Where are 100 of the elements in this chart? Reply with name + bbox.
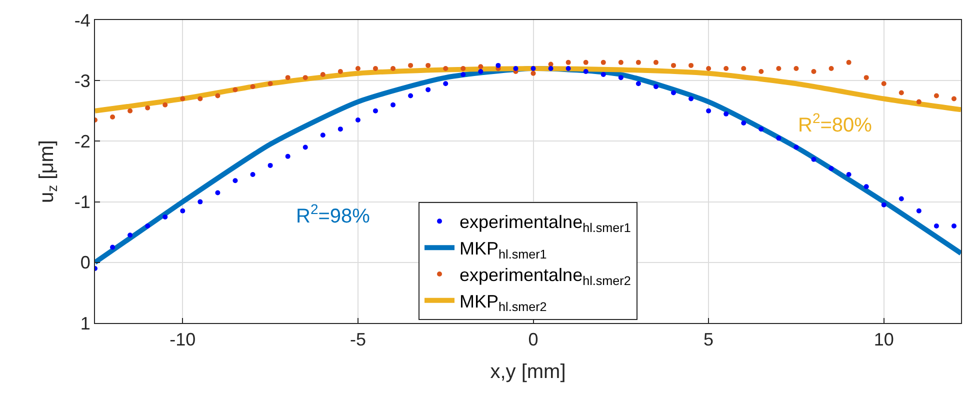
point	[460, 72, 466, 78]
point	[566, 60, 571, 65]
point	[530, 70, 536, 76]
point	[618, 60, 624, 65]
point	[320, 72, 326, 78]
point	[706, 66, 712, 71]
point	[372, 108, 378, 114]
point	[530, 66, 536, 71]
point	[600, 72, 606, 78]
point	[828, 166, 834, 171]
point	[916, 99, 922, 104]
point	[688, 62, 694, 68]
point	[250, 172, 256, 178]
point	[583, 69, 588, 74]
point	[951, 96, 956, 102]
point	[162, 214, 168, 220]
point	[776, 66, 782, 71]
x-tick-label: -5	[350, 330, 366, 350]
point	[145, 224, 150, 229]
point	[741, 66, 746, 71]
point	[215, 190, 220, 196]
legend-label: experimentalne$_{hl.smer2}$	[460, 264, 631, 288]
point	[636, 81, 641, 86]
point	[758, 69, 764, 74]
point	[618, 75, 624, 80]
point	[408, 93, 414, 98]
point	[724, 111, 729, 116]
point	[741, 120, 746, 126]
point	[881, 81, 886, 86]
point	[758, 126, 764, 132]
point	[881, 202, 886, 208]
point	[916, 208, 922, 214]
point	[583, 60, 588, 65]
point	[426, 62, 431, 68]
point	[811, 156, 816, 162]
point	[548, 66, 554, 71]
point	[653, 60, 658, 65]
point	[355, 66, 360, 71]
point	[636, 60, 641, 65]
point	[443, 66, 448, 71]
point	[653, 84, 658, 90]
point	[864, 75, 869, 80]
point	[811, 69, 816, 74]
point	[794, 66, 799, 71]
point	[198, 96, 203, 102]
point	[688, 96, 694, 102]
point	[372, 66, 378, 71]
point	[496, 62, 501, 68]
point	[285, 154, 290, 159]
point	[460, 66, 466, 71]
y-tick-label: -1	[74, 192, 90, 212]
x-tick-label: 10	[874, 330, 894, 350]
x-tick-label: 0	[528, 330, 538, 350]
point	[250, 84, 256, 90]
point	[776, 136, 782, 141]
point	[864, 184, 869, 190]
point	[828, 66, 834, 71]
x-tick-label: -10	[170, 330, 196, 350]
point	[408, 62, 414, 68]
point	[671, 62, 676, 68]
annotation: R$^{2}$=80%	[798, 110, 872, 136]
y-tick-label: -2	[74, 132, 90, 152]
point	[934, 224, 939, 229]
point	[951, 224, 956, 229]
x-axis-title: x,y [mm]	[490, 361, 566, 384]
point	[180, 208, 186, 214]
point	[128, 108, 133, 114]
point	[426, 87, 431, 92]
legend-label: MKP$_{hl.smer1}$	[460, 238, 547, 262]
point	[162, 102, 168, 108]
point	[198, 199, 203, 204]
y-tick-label: -4	[74, 10, 90, 30]
point	[671, 90, 676, 96]
point	[128, 232, 133, 238]
annotation: R$^{2}$=98%	[296, 201, 370, 228]
point	[110, 244, 116, 250]
point	[898, 196, 904, 202]
point	[338, 126, 343, 132]
legend-label: MKP$_{hl.smer2}$	[460, 291, 547, 314]
y-tick-label: 0	[80, 252, 90, 273]
y-tick-label: -3	[74, 70, 90, 91]
point	[443, 81, 448, 86]
point	[478, 69, 484, 74]
point	[285, 75, 290, 80]
point	[934, 93, 939, 98]
point	[215, 93, 220, 98]
point	[232, 178, 238, 184]
point	[390, 66, 396, 71]
point	[355, 117, 360, 122]
point	[846, 60, 852, 65]
point	[898, 90, 904, 96]
point	[268, 81, 273, 86]
y-tick-label: 1	[80, 313, 90, 334]
point	[145, 105, 150, 110]
point	[513, 66, 518, 71]
point	[232, 87, 238, 92]
point	[478, 64, 484, 70]
point	[338, 69, 343, 74]
point	[302, 75, 308, 80]
point	[320, 132, 326, 138]
